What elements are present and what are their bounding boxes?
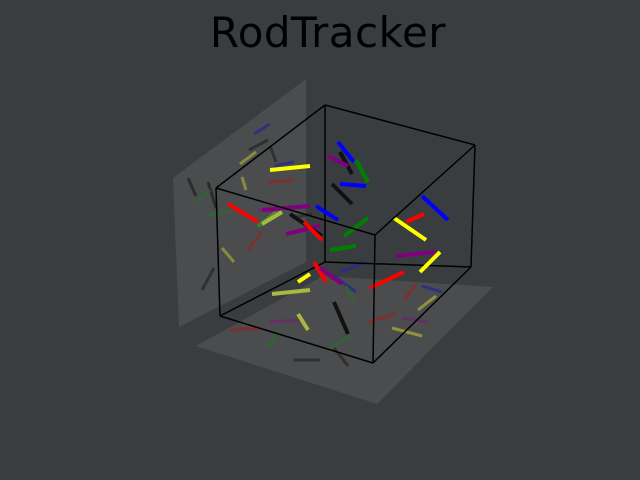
side-rod bbox=[206, 208, 233, 218]
rod-yellow bbox=[269, 164, 311, 172]
rod-green bbox=[329, 244, 357, 252]
floor-rod bbox=[329, 334, 351, 350]
rod-purple bbox=[327, 154, 349, 168]
side-rod bbox=[220, 247, 236, 263]
box-edge bbox=[374, 144, 476, 236]
side-rod bbox=[253, 122, 271, 136]
floor-projection-rods bbox=[229, 260, 443, 367]
floor-rod bbox=[266, 329, 282, 349]
rod-red bbox=[226, 202, 260, 224]
side-projection-pane bbox=[173, 79, 306, 327]
side-rod bbox=[206, 181, 218, 209]
box-edge bbox=[215, 187, 376, 236]
rod-red bbox=[312, 260, 328, 284]
box-edge bbox=[372, 234, 376, 364]
side-rod bbox=[195, 188, 211, 204]
plot-title: RodTracker bbox=[209, 8, 447, 57]
floor-rod bbox=[344, 285, 356, 303]
floor-rod bbox=[401, 316, 429, 324]
rod-yellow bbox=[271, 288, 311, 296]
side-rod bbox=[239, 150, 257, 166]
rod-blue bbox=[420, 194, 450, 222]
side-rod bbox=[267, 178, 295, 184]
floor-rod bbox=[367, 312, 397, 324]
rod-red bbox=[405, 212, 425, 224]
box-edge bbox=[215, 187, 221, 317]
rod-red bbox=[302, 220, 324, 242]
rod-purple bbox=[395, 250, 437, 258]
side-rod bbox=[268, 145, 278, 163]
rod-black bbox=[332, 301, 350, 335]
floor-rod bbox=[391, 326, 423, 338]
side-rod bbox=[246, 231, 264, 251]
rod-yellow bbox=[296, 272, 312, 284]
side-rod bbox=[240, 176, 248, 191]
floor-rod bbox=[402, 283, 418, 301]
box-edge bbox=[324, 104, 476, 146]
side-projection-rods bbox=[186, 122, 313, 291]
floor-rod bbox=[417, 294, 437, 312]
side-rod bbox=[273, 160, 295, 168]
box-edge bbox=[219, 315, 374, 364]
rod-blue bbox=[314, 204, 340, 222]
floor-rod bbox=[269, 318, 301, 324]
side-rod bbox=[200, 267, 216, 291]
rod-yellow bbox=[296, 312, 310, 332]
box-front-edges bbox=[215, 144, 476, 364]
box-edge bbox=[324, 261, 472, 268]
rod-blue bbox=[339, 182, 367, 188]
rod-yellow bbox=[418, 250, 442, 274]
box-back-edges bbox=[215, 104, 476, 317]
box-edge bbox=[470, 144, 476, 268]
floor-rod bbox=[421, 284, 443, 294]
rod-green bbox=[342, 216, 370, 238]
rod-blue bbox=[336, 140, 356, 164]
side-rod bbox=[248, 138, 269, 152]
rods bbox=[226, 140, 450, 335]
rod-purple bbox=[318, 266, 344, 286]
rod-yellow bbox=[392, 216, 428, 242]
rod-green bbox=[354, 159, 370, 183]
rod-purple bbox=[285, 224, 321, 236]
side-rod bbox=[186, 177, 198, 197]
rod-black bbox=[330, 182, 354, 206]
rod-red bbox=[369, 270, 405, 290]
box-edge bbox=[219, 261, 326, 317]
box-edge bbox=[215, 104, 326, 189]
box-edge bbox=[372, 266, 472, 364]
floor-rod bbox=[229, 326, 263, 332]
rod-yellow bbox=[260, 210, 284, 226]
